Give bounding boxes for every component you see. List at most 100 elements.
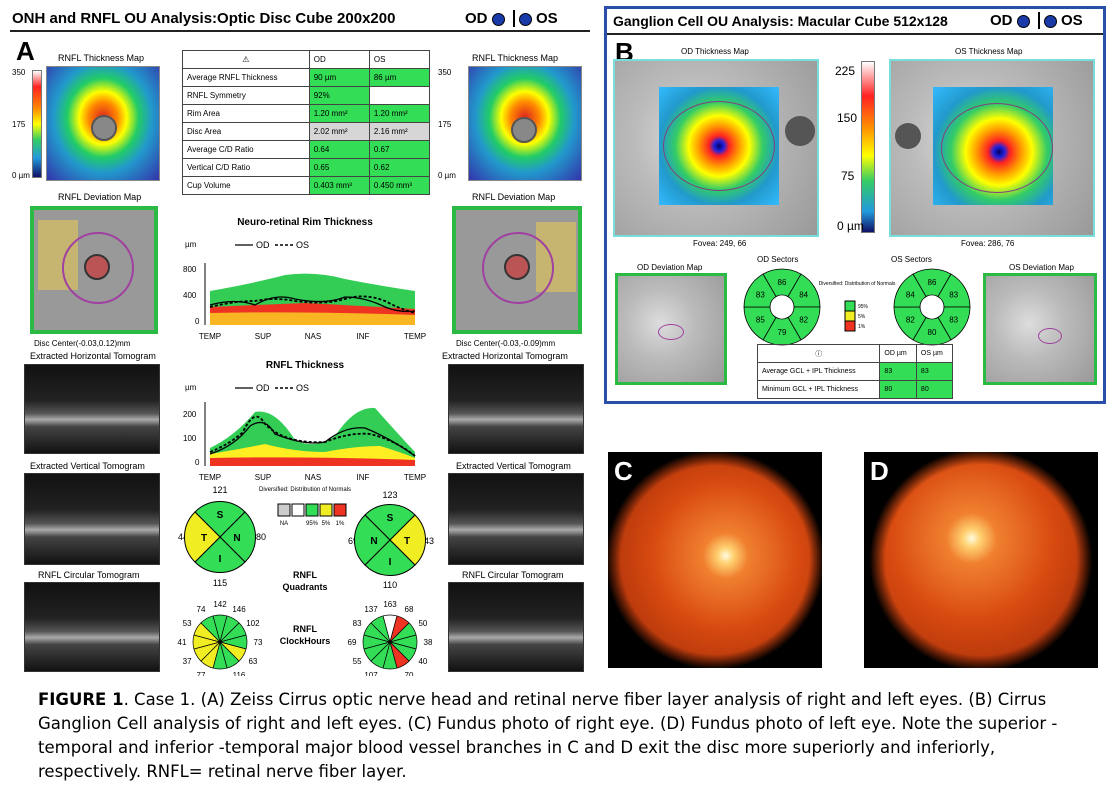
rim-legend-od: OD — [256, 240, 270, 250]
os-label: OS — [536, 10, 558, 27]
os-quadrant-letter: T — [404, 536, 410, 547]
rim-xtick: NAS — [305, 332, 321, 341]
od-gc-deviation-map — [615, 273, 727, 385]
od-clockhour-chart: 14214610273631161517737415374 — [178, 600, 263, 676]
gc-legend-item: 1% — [858, 324, 866, 330]
od-circular-tomogram — [24, 582, 160, 672]
od-deviation-map-label: OD Deviation Map — [637, 263, 703, 272]
clockhour-value: 63 — [248, 657, 257, 666]
gc-legend-item: 95% — [858, 304, 869, 310]
os-deviation-map-label: OS Deviation Map — [1009, 263, 1074, 272]
os-fovea: Fovea: 286, 76 — [961, 239, 1015, 248]
legend-item: 95% — [306, 521, 319, 527]
rnfl-legend-os: OS — [296, 383, 309, 393]
os-rnfl-deviation-map — [452, 206, 582, 334]
rim-xtick: TEMP — [404, 332, 426, 341]
quadrant-legend-title: Diversified: Distribution of Normals — [259, 487, 351, 493]
os-sectors-label: OS Sectors — [891, 255, 932, 264]
od-fovea: Fovea: 249, 66 — [693, 239, 747, 248]
table-row: Average C/D Ratio 0.64 0.67 — [182, 140, 431, 159]
od-thickness-map-label: RNFL Thickness Map — [58, 53, 145, 63]
rnfl-thickness-chart: RNFL Thickness µm OD OS 200 100 0 TEMP S… — [183, 360, 426, 482]
rim-thickness-chart: Neuro-retinal Rim Thickness µm OD OS 800… — [183, 217, 426, 341]
gc-sector — [787, 306, 821, 341]
os-disc-center: Disc Center(-0.03,-0.09)mm — [456, 339, 556, 348]
caption-label: FIGURE 1 — [38, 690, 124, 709]
gc-sector-value: 86 — [928, 278, 937, 287]
os-quadrant-value: 69 — [348, 536, 358, 546]
gc-scale: 150 — [837, 111, 858, 125]
os-thickness-map-label: OS Thickness Map — [955, 47, 1023, 56]
clockhour-value: 38 — [424, 638, 433, 647]
clockhour-value: 53 — [183, 619, 192, 628]
os-label: OS — [1061, 12, 1083, 29]
clockhour-value: 69 — [348, 638, 357, 647]
od-horizontal-tomogram — [24, 364, 160, 454]
info-icon: ⓘ — [756, 344, 881, 363]
scale-175: 175 — [12, 120, 26, 129]
od-quadrant-value: 44 — [178, 532, 188, 542]
gc-sector — [743, 273, 777, 308]
gc-sector — [893, 306, 927, 341]
panel-a-letter: A — [16, 36, 35, 66]
os-vertical-tomogram — [448, 473, 584, 565]
od-quadrant-value: 115 — [213, 578, 227, 588]
clockhour-value: 163 — [383, 600, 397, 609]
os-gc-thickness-map — [889, 59, 1095, 237]
table-row: Vertical C/D Ratio 0.65 0.62 — [182, 158, 431, 177]
gc-sector-charts: 86 84 82 79 85 83 86 83 83 80 82 84 Diversified: D… — [743, 268, 971, 346]
clockhour-wedge — [370, 615, 391, 644]
rnfl-chart-title: RNFL Thickness — [266, 360, 345, 371]
quadrants-label: RNFL — [293, 570, 317, 580]
gc-sector-value: 79 — [778, 328, 787, 337]
os-horizontal-tomogram-label: Extracted Horizontal Tomogram — [442, 351, 568, 361]
scale-0: 0 µm — [12, 171, 30, 180]
gc-ipl-table: ⓘ OD µm OS µm Average GCL + IPL Thicknes… — [756, 344, 954, 399]
gc-header-os: OS µm — [915, 344, 954, 363]
clockhour-value: 40 — [418, 657, 427, 666]
figure-caption: FIGURE 1. Case 1. (A) Zeiss Cirrus optic… — [38, 688, 1078, 784]
os-dot-icon — [518, 12, 532, 26]
gc-scale: 75 — [841, 169, 855, 183]
quadrants-label: Quadrants — [282, 582, 327, 592]
os-dot-icon — [1043, 14, 1057, 28]
os-thickness-map-label: RNFL Thickness Map — [472, 53, 559, 63]
os-gc-deviation-map — [983, 273, 1097, 385]
panel-a: ONH and RNFL OU Analysis:Optic Disc Cube… — [10, 8, 590, 676]
clockhours-label: ClockHours — [280, 636, 331, 646]
gc-sector — [912, 316, 952, 346]
rnfl-xtick: SUP — [255, 473, 271, 482]
warning-icon: ⚠ — [182, 50, 310, 69]
rim-ytick: 0 — [195, 317, 200, 326]
od-label: OD — [465, 10, 488, 27]
rim-ytick: 800 — [183, 265, 197, 274]
rnfl-xtick: TEMP — [404, 473, 426, 482]
clockhour-value: 41 — [178, 638, 187, 647]
gc-sector — [937, 306, 971, 341]
os-scale-350: 350 — [438, 68, 452, 77]
od-quadrant-letter: S — [217, 510, 224, 521]
os-quadrant-value: 43 — [424, 536, 434, 546]
od-thickness-map-label: OD Thickness Map — [681, 47, 749, 56]
clockhour-value: 55 — [353, 657, 362, 666]
clockhour-value: 83 — [353, 619, 362, 628]
gc-scale: 0 µm — [837, 219, 864, 233]
od-sectors-chart: 86 84 82 79 85 83 — [743, 268, 821, 346]
od-vertical-tomogram-label: Extracted Vertical Tomogram — [30, 461, 145, 471]
gc-colorbar — [861, 61, 875, 233]
rim-xtick: INF — [357, 332, 370, 341]
os-horizontal-tomogram — [448, 364, 584, 454]
gc-sector-value: 85 — [756, 316, 765, 325]
clockhour-value: 77 — [197, 671, 206, 676]
gc-scale: 225 — [835, 64, 856, 78]
os-quadrant-value: 123 — [382, 490, 397, 500]
gc-sector-value: 86 — [778, 278, 787, 287]
table-row: RNFL Symmetry 92% — [182, 86, 431, 105]
od-vertical-tomogram — [24, 473, 160, 565]
rnfl-xtick: NAS — [305, 473, 321, 482]
table-row: Rim Area 1.20 mm² 1.20 mm² — [182, 104, 431, 123]
od-circular-tomogram-label: RNFL Circular Tomogram — [38, 570, 140, 580]
legend-item: NA — [280, 521, 288, 527]
rnfl-unit: µm — [185, 383, 197, 392]
legend-item: 5% — [322, 521, 331, 527]
